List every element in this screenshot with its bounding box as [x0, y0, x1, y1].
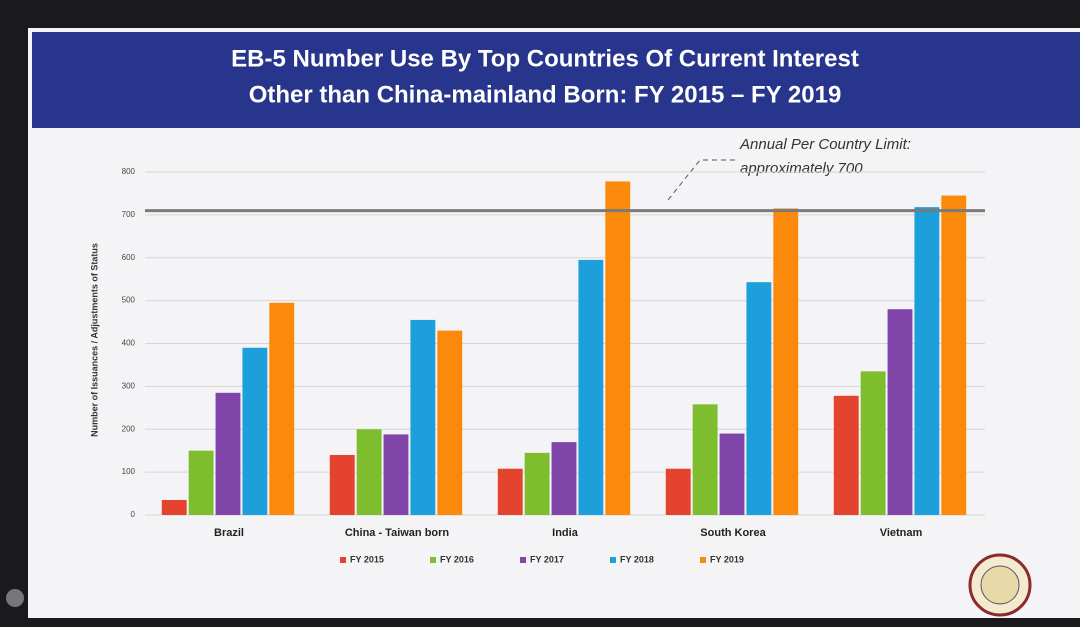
bar — [161, 499, 187, 515]
bar — [605, 181, 631, 515]
bar — [887, 309, 913, 515]
legend-swatch — [700, 557, 706, 563]
bar — [719, 433, 745, 515]
bar — [860, 371, 886, 515]
annotation-leader — [667, 159, 735, 201]
y-tick-label: 100 — [122, 467, 136, 476]
chart-title: EB-5 Number Use By Top Countries Of Curr… — [231, 45, 859, 72]
annotation: Annual Per Country Limit: — [739, 136, 911, 153]
y-tick-label: 500 — [122, 296, 136, 305]
bar — [665, 468, 691, 515]
bar — [437, 330, 463, 515]
legend-swatch — [520, 557, 526, 563]
y-tick-label: 600 — [122, 253, 136, 262]
bar — [215, 392, 241, 515]
bar — [356, 429, 382, 515]
bar — [242, 347, 268, 515]
y-tick-label: 400 — [122, 339, 136, 348]
x-tick-label: China - Taiwan born — [345, 527, 450, 539]
nav-icon — [6, 589, 24, 607]
x-tick-label: Brazil — [214, 527, 244, 539]
bar — [383, 434, 409, 515]
y-tick-label: 200 — [122, 424, 136, 433]
bar — [410, 319, 436, 515]
x-tick-label: Vietnam — [880, 527, 923, 539]
legend-swatch — [610, 557, 616, 563]
seal — [968, 553, 1032, 617]
legend-label: FY 2015 — [350, 554, 384, 564]
bar — [188, 450, 214, 515]
legend-label: FY 2017 — [530, 554, 564, 564]
y-tick-label: 300 — [122, 381, 136, 390]
legend-label: FY 2019 — [710, 554, 744, 564]
y-tick-label: 0 — [131, 510, 136, 519]
bar — [773, 208, 799, 515]
bar — [746, 282, 772, 515]
bar — [329, 454, 355, 515]
legend-swatch — [340, 557, 346, 563]
bar — [524, 452, 550, 515]
annotation: approximately 700 — [740, 160, 863, 177]
bar — [692, 404, 718, 515]
y-tick-label: 700 — [122, 210, 136, 219]
x-tick-label: India — [552, 527, 579, 539]
legend-label: FY 2016 — [440, 554, 474, 564]
bar — [551, 442, 577, 515]
x-tick-label: South Korea — [700, 527, 766, 539]
legend-swatch — [430, 557, 436, 563]
bar — [941, 195, 967, 516]
y-tick-label: 800 — [122, 167, 136, 176]
y-axis-label: Number of Issuances / Adjustments of Sta… — [89, 243, 99, 437]
title-band — [32, 32, 1080, 128]
bar — [578, 259, 604, 515]
chart-title: Other than China-mainland Born: FY 2015 … — [249, 81, 842, 108]
bar — [497, 468, 523, 515]
bar — [914, 207, 940, 515]
bar — [269, 302, 295, 515]
bar — [833, 395, 859, 515]
legend-label: FY 2018 — [620, 554, 654, 564]
